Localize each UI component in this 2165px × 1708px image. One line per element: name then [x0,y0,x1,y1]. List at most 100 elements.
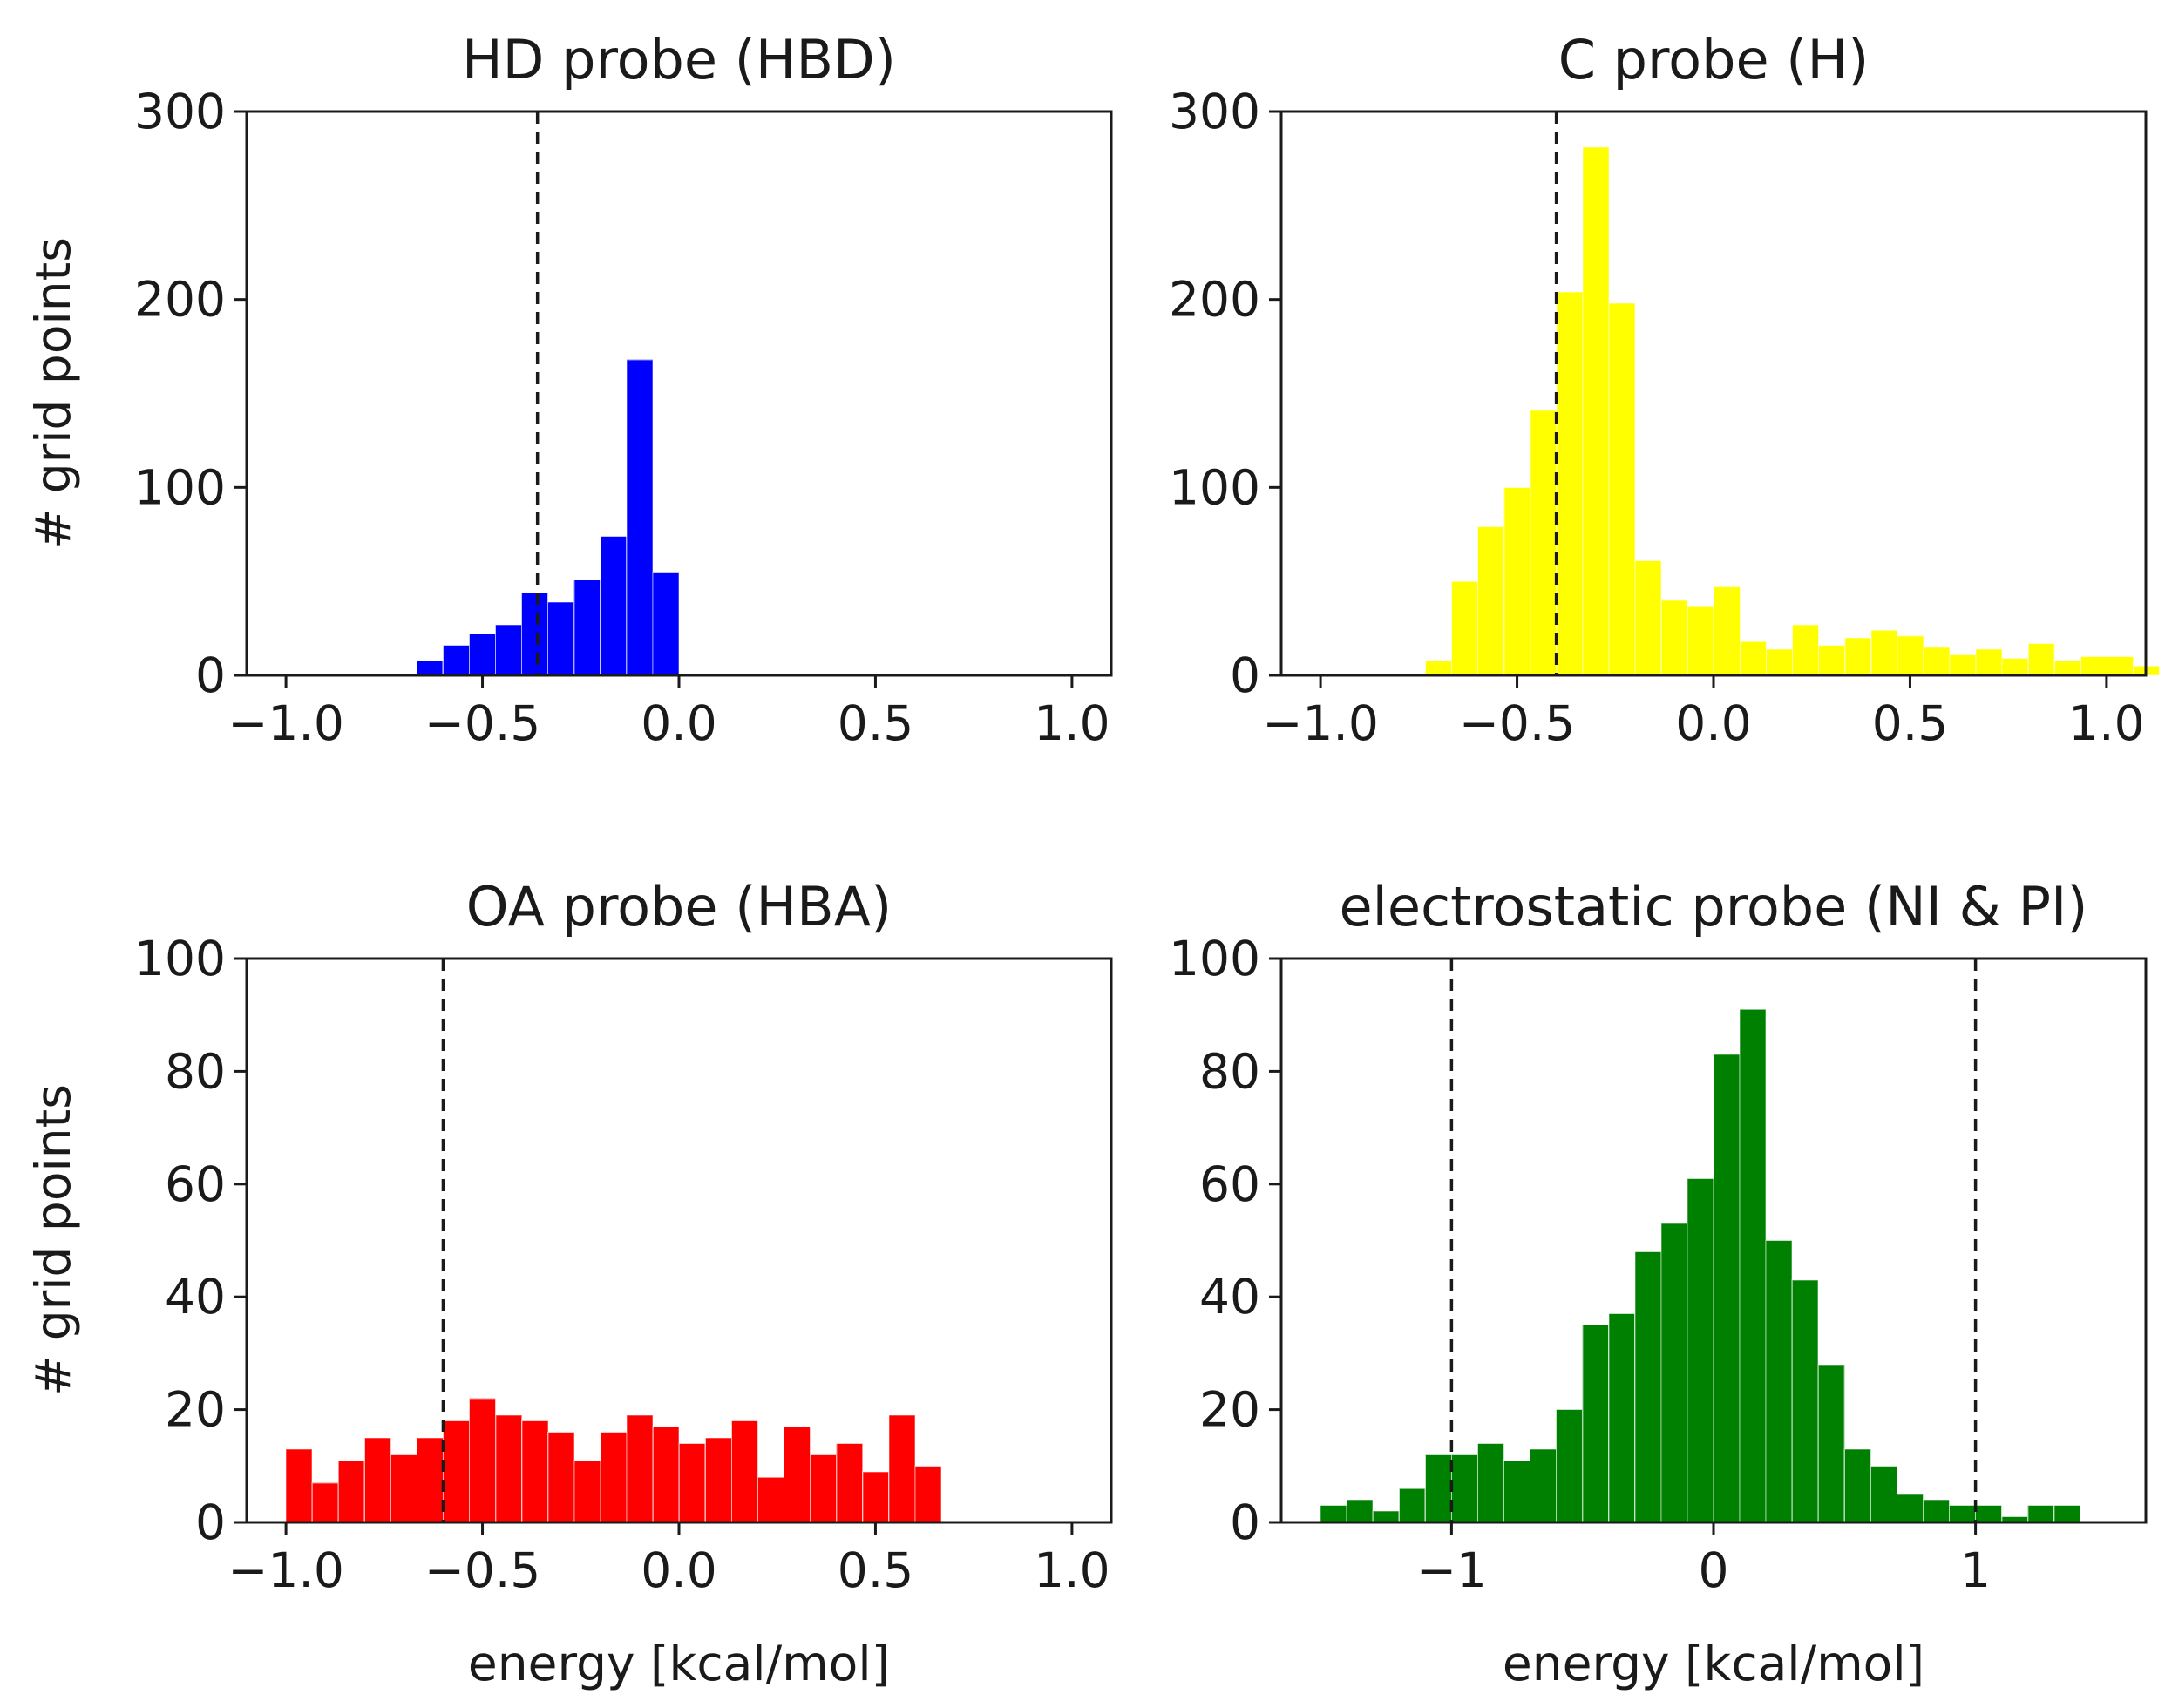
histogram-bar [1897,635,1924,676]
x-tick-label: 0.0 [1675,695,1751,751]
histogram-bar [783,1426,811,1523]
x-axis-ticks: −1 0 1 [1416,1522,1991,1598]
histogram-bar [520,592,549,676]
histogram-bar [1529,1448,1558,1523]
panel-c-probe: C probe (H) −1.0 −0.5 0.0 0.5 1.0 0 100 200 300 [1169,28,2161,751]
bar-group [1320,1008,2081,1523]
histogram-bar [1424,1454,1452,1523]
threshold-line-group [1449,959,1978,1522]
x-tick-label: 0.5 [1872,695,1948,751]
histogram-bar [1660,600,1688,676]
panel-oa-probe: OA probe (HBA) # grid points energy [kca… [25,875,1113,1691]
histogram-bar [573,579,601,676]
histogram-bar [1765,1239,1793,1523]
histogram-bar [862,1471,890,1523]
y-axis-label: # grid points [25,1084,81,1396]
histogram-bar [1949,654,1977,676]
histogram-bar [1450,1454,1479,1523]
histogram-bar [1503,1460,1531,1523]
x-tick-label: 1.0 [1034,1542,1110,1598]
histogram-bar [1975,648,2003,676]
x-tick-label: 0 [1699,1542,1729,1598]
histogram-bar [1791,624,1820,676]
y-tick-label: 60 [1199,1156,1260,1212]
histogram-bar [678,1442,706,1523]
panel-title: HD probe (HBD) [462,28,896,92]
y-tick-label: 100 [134,931,226,986]
x-tick-label: 0.0 [641,695,716,751]
y-axis-label: # grid points [25,237,81,549]
histogram-bar [2053,660,2081,676]
histogram-bar [1556,1408,1584,1523]
histogram-bar [652,571,680,676]
histogram-bar [1765,648,1794,676]
histogram-bar [1450,580,1479,676]
y-tick-label: 300 [134,84,226,139]
histogram-bar [1634,1250,1662,1523]
x-tick-label: 1.0 [1034,695,1110,751]
histogram-bar [2027,1504,2055,1523]
histogram-bar [469,1398,497,1523]
histogram-bar [1870,1465,1898,1523]
histogram-bar [547,1431,575,1523]
y-tick-label: 200 [134,272,226,328]
histogram-bar [1817,1364,1845,1523]
histogram-bar [600,535,628,676]
y-axis-ticks: 0 100 200 300 [134,84,247,703]
histogram-bar [1923,647,1951,676]
panel-title: OA probe (HBA) [466,875,892,939]
panel-electrostatic-probe: electrostatic probe (NI & PI) energy [kc… [1169,875,2148,1691]
histogram-bar [1530,410,1558,676]
histogram-bar [1791,1279,1819,1523]
histogram-bar [1398,1488,1426,1523]
histogram-bar [626,1414,654,1523]
y-tick-label: 0 [195,1494,226,1550]
histogram-bar [626,359,654,676]
y-tick-label: 20 [1199,1382,1260,1438]
y-tick-label: 60 [165,1156,226,1212]
histogram-bar [1739,1008,1767,1523]
histogram-bar [416,1437,445,1523]
panel-title: C probe (H) [1558,28,1870,92]
bar-group [416,359,680,676]
histogram-bar [390,1454,418,1523]
y-axis-ticks: 0 20 40 60 80 100 [134,931,247,1550]
y-tick-label: 80 [1199,1043,1260,1099]
x-tick-label: −0.5 [1459,695,1576,751]
histogram-bar [1608,1313,1636,1523]
x-axis-label: energy [kcal/mol] [468,1636,890,1691]
x-tick-label: 0.0 [641,1542,716,1598]
histogram-bar [1713,1054,1741,1523]
histogram-bar [1503,486,1531,676]
histogram-bar [1687,605,1714,676]
histogram-bar [416,660,444,676]
y-tick-label: 100 [134,459,226,515]
y-tick-label: 40 [165,1269,226,1325]
histogram-bar [1424,660,1453,676]
histogram-bar [311,1482,339,1523]
histogram-bar [1818,644,1846,676]
histogram-bar [1844,637,1872,676]
histogram-bar [1476,1442,1505,1523]
histogram-bar [757,1476,785,1523]
histogram-bar [1870,629,1898,676]
histogram-bar [1713,586,1741,676]
histogram-bar [2080,655,2108,676]
histogram-bar [1634,559,1662,676]
panel-title: electrostatic probe (NI & PI) [1339,875,2087,939]
panel-hd-probe: HD probe (HBD) # grid points −1.0 −0.5 0.0… [25,28,1113,751]
x-tick-label: −0.5 [424,695,541,751]
histogram-bar [363,1437,392,1523]
histogram-bar [809,1454,838,1523]
histogram-bar [1922,1499,1951,1523]
y-axis-ticks: 0 100 200 300 [1169,84,1281,703]
y-tick-label: 0 [1230,647,1260,703]
histogram-bar [1975,1504,2003,1523]
histogram-bar [573,1460,601,1523]
x-tick-label: −0.5 [424,1542,541,1598]
bar-group [1424,146,2161,676]
histogram-bar [2106,655,2134,676]
histogram-bar [521,1420,549,1523]
histogram-bar [2053,1504,2081,1523]
histogram-bar [1739,640,1768,676]
